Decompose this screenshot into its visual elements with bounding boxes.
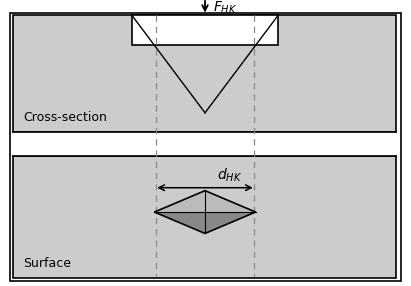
Polygon shape	[205, 212, 256, 233]
Bar	[13, 15, 396, 132]
Bar	[13, 156, 396, 278]
Text: Indenter: Indenter	[178, 25, 231, 37]
Polygon shape	[155, 212, 205, 233]
Text: $F_{HK}$: $F_{HK}$	[213, 0, 237, 16]
Bar	[132, 15, 278, 45]
Text: Cross-section: Cross-section	[23, 111, 107, 124]
Polygon shape	[205, 191, 256, 212]
Text: $d_{HK}$: $d_{HK}$	[217, 166, 242, 184]
Text: Surface: Surface	[23, 257, 71, 270]
Polygon shape	[155, 191, 256, 233]
Bar	[13, 132, 396, 156]
Polygon shape	[155, 191, 205, 212]
